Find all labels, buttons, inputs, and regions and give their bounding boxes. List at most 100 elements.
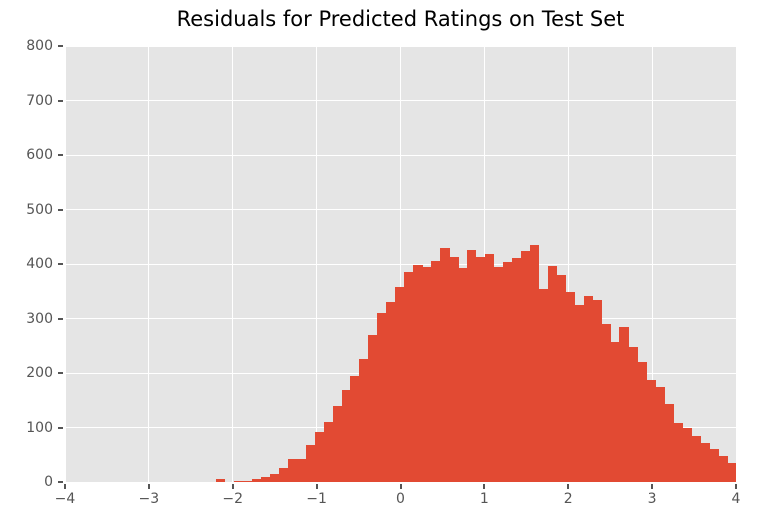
histogram-bar — [440, 248, 450, 482]
v-gridline — [567, 46, 569, 482]
v-gridline — [735, 46, 736, 482]
histogram-bar — [431, 261, 441, 482]
x-tick-mark — [231, 484, 234, 489]
histogram-bar — [395, 286, 405, 482]
histogram-bar — [673, 423, 683, 482]
histogram-bar — [511, 258, 522, 482]
histogram-bar — [449, 257, 459, 482]
histogram-bar — [493, 266, 504, 482]
histogram-bar — [332, 405, 342, 482]
x-tick-mark — [147, 484, 150, 489]
y-tick-label: 800 — [26, 38, 53, 54]
y-tick-label: 0 — [44, 474, 53, 490]
histogram-bar — [296, 458, 307, 482]
x-tick-mark — [64, 484, 66, 489]
v-gridline — [232, 46, 234, 482]
histogram-bar — [422, 266, 432, 482]
histogram-bar — [233, 481, 244, 482]
x-tick-mark — [315, 484, 318, 489]
y-tick-label: 300 — [26, 310, 53, 327]
x-tick-label: −4 — [54, 491, 76, 507]
histogram-bar — [610, 342, 620, 482]
histogram-bar — [413, 264, 423, 482]
histogram-bar — [242, 480, 253, 482]
y-tick-mark — [58, 154, 63, 156]
histogram-bar — [655, 387, 665, 482]
histogram-bar — [251, 479, 262, 482]
chart-title: Residuals for Predicted Ratings on Test … — [176, 7, 625, 31]
histogram-bar — [260, 477, 271, 482]
y-tick-mark — [58, 372, 63, 374]
histogram-bar — [709, 449, 719, 482]
histogram-bar — [404, 271, 414, 482]
histogram-bar — [484, 254, 495, 482]
x-tick-label: 4 — [731, 491, 741, 507]
v-gridline — [651, 46, 653, 482]
x-tick-label: 2 — [563, 491, 573, 507]
histogram-bar — [502, 261, 513, 482]
y-tick-label: 200 — [26, 365, 53, 381]
x-tick-mark — [567, 484, 570, 489]
x-tick-label: 0 — [396, 491, 405, 507]
histogram-bar — [386, 302, 396, 482]
histogram-bar — [538, 288, 549, 482]
histogram-bar — [700, 442, 710, 482]
histogram-bar — [583, 296, 594, 482]
histogram-bar — [305, 444, 316, 482]
x-tick-label: −3 — [138, 491, 160, 507]
histogram-bar — [601, 323, 611, 482]
x-tick-mark — [735, 484, 737, 489]
v-gridline — [65, 46, 66, 482]
y-tick-mark — [58, 426, 63, 429]
x-tick-mark — [399, 484, 402, 489]
x-tick-label: 1 — [479, 491, 489, 507]
histogram-bar — [287, 458, 298, 482]
histogram-bar — [323, 421, 334, 482]
histogram-bar — [368, 334, 378, 482]
plot-area — [65, 46, 736, 482]
histogram-bar — [691, 435, 701, 482]
histogram-bar — [718, 455, 728, 482]
y-tick-label: 100 — [26, 419, 53, 436]
histogram-bar — [467, 249, 477, 482]
histogram-bar — [556, 274, 567, 482]
y-tick-label: 500 — [26, 201, 53, 218]
histogram-bar — [664, 403, 674, 482]
histogram-bar — [458, 267, 468, 482]
y-tick-mark — [58, 208, 63, 211]
x-tick-label: 3 — [647, 491, 657, 507]
histogram-bar — [520, 250, 531, 482]
x-tick-label: −1 — [306, 491, 327, 507]
histogram-bar — [215, 479, 226, 482]
y-tick-mark — [58, 99, 63, 102]
y-tick-mark — [58, 263, 63, 265]
y-tick-mark — [58, 481, 63, 483]
histogram-bar — [592, 299, 602, 482]
histogram-bar — [475, 257, 486, 482]
y-tick-mark — [58, 317, 63, 320]
histogram-bar — [574, 304, 585, 482]
histogram-bar — [359, 359, 369, 482]
x-tick-mark — [483, 484, 486, 489]
histogram-bar — [619, 326, 629, 482]
histogram-bar — [547, 265, 558, 482]
histogram-bar — [377, 313, 387, 482]
y-tick-label: 400 — [26, 256, 53, 272]
v-gridline — [316, 46, 318, 482]
histogram-bar — [646, 380, 656, 482]
histogram-bar — [565, 292, 576, 482]
histogram-bar — [682, 427, 692, 482]
v-gridline — [400, 46, 401, 482]
y-tick-mark — [58, 45, 63, 47]
x-tick-label: −2 — [222, 491, 244, 507]
histogram-bar — [278, 467, 289, 482]
v-gridline — [148, 46, 150, 482]
y-tick-label: 600 — [26, 147, 53, 163]
histogram-bar — [637, 361, 647, 482]
histogram-bar — [314, 431, 325, 482]
y-tick-label: 700 — [26, 92, 53, 109]
x-tick-mark — [651, 484, 654, 489]
histogram-bar — [269, 474, 280, 482]
histogram-bar — [628, 346, 638, 482]
